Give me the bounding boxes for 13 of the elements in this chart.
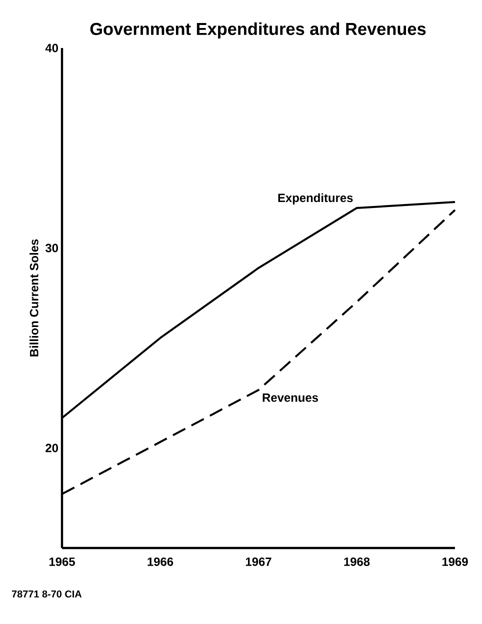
x-tick-label: 1968 bbox=[344, 557, 370, 566]
y-tick-label: 40 bbox=[45, 44, 58, 52]
y-tick-label: 30 bbox=[45, 244, 58, 252]
chart-title: Government Expenditures and Revenues bbox=[90, 22, 426, 38]
x-tick-label: 1966 bbox=[148, 557, 174, 566]
y-tick-label: 20 bbox=[46, 444, 58, 452]
series-label: Expenditures bbox=[278, 193, 353, 204]
x-tick-label: 1965 bbox=[49, 557, 75, 566]
x-tick-label: 1967 bbox=[246, 557, 272, 566]
text: 78771 8-70 CIA bbox=[12, 590, 82, 598]
x-tick-label: 1969 bbox=[442, 557, 468, 566]
y-axis-title: Billion Current Soles bbox=[30, 239, 38, 356]
series-label: Revenues bbox=[262, 394, 318, 402]
